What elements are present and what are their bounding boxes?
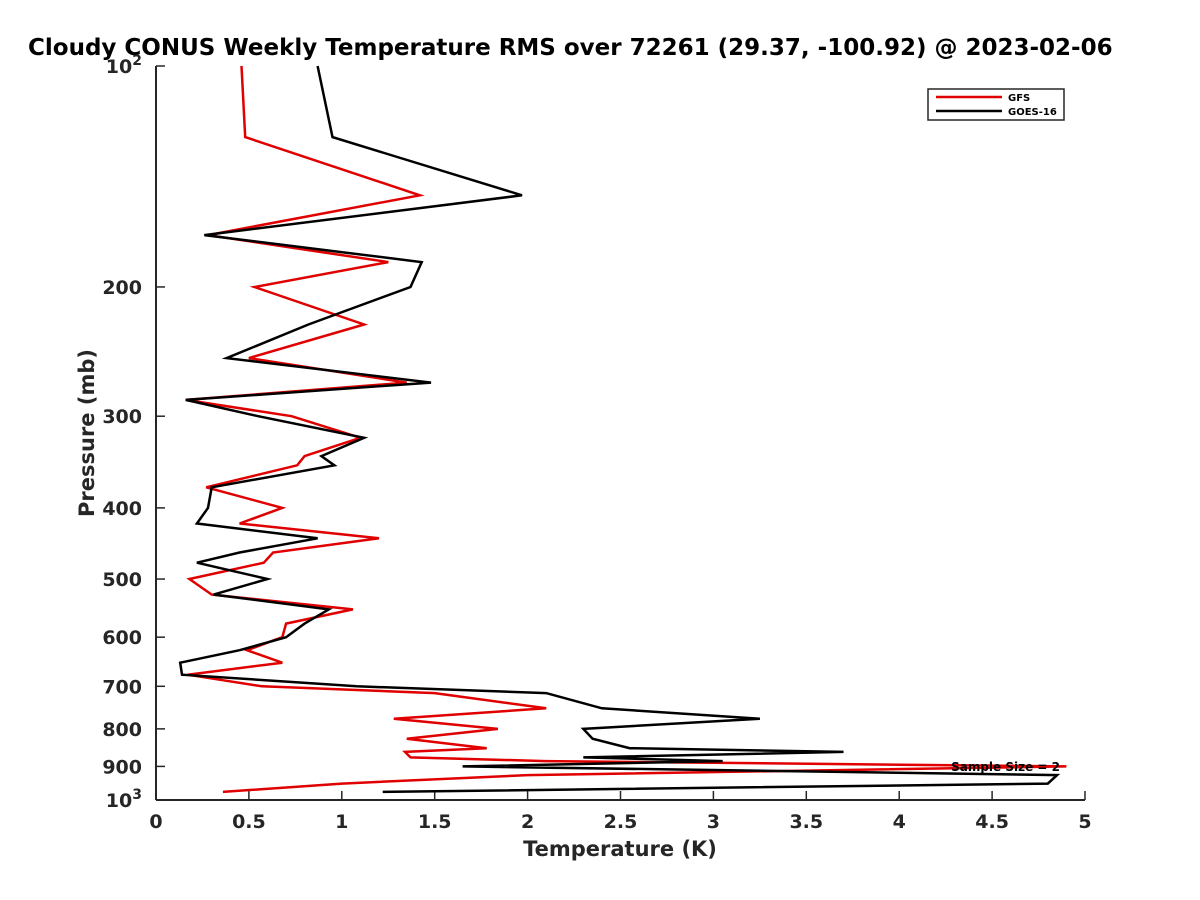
legend-box: [927, 88, 1065, 121]
y-tick-label: 900: [102, 756, 142, 778]
x-axis-label: Temperature (K): [523, 837, 717, 861]
series-lines: [178, 65, 1067, 794]
chart-title: Cloudy CONUS Weekly Temperature RMS over…: [28, 35, 1113, 61]
x-tick-label: 2: [521, 811, 534, 833]
y-tick-label: 300: [102, 406, 142, 428]
y-tick-label: 800: [102, 719, 142, 741]
x-tick-label: 0: [149, 811, 162, 833]
x-tick-label: 5: [1078, 811, 1091, 833]
x-tick-label: 1: [335, 811, 348, 833]
y-tick-label: 200: [102, 277, 142, 299]
series-line-goes16: [178, 65, 1061, 794]
y-tick-label: 400: [102, 498, 142, 520]
axes: 0 0.5 1 1.5 2 2.5 3 3.5 4 4.5 5 200 300 400 500 600 700 8…: [102, 53, 1091, 833]
y-tick-label: 600: [102, 627, 142, 649]
x-tick-label: 0.5: [232, 811, 266, 833]
x-tick-label: 2.5: [604, 811, 638, 833]
legend-label-goes16: GOES-16: [1008, 107, 1057, 118]
series-line-gfs: [185, 65, 1067, 794]
sample-size-annotation: Sample Size = 2: [951, 760, 1060, 774]
x-tick-label: 3: [707, 811, 720, 833]
y-tick-label: 700: [102, 676, 142, 698]
x-tick-label: 4.5: [975, 811, 1009, 833]
y-tick-label-power: 102: [106, 53, 142, 78]
legend-label-gfs: GFS: [1008, 93, 1030, 104]
x-tick-label: 1.5: [418, 811, 452, 833]
x-tick-label: 4: [893, 811, 906, 833]
y-tick-label: 500: [102, 569, 142, 591]
y-axis-label: Pressure (mb): [75, 349, 99, 517]
x-tick-label: 3.5: [789, 811, 823, 833]
legend: GFS GOES-16: [927, 88, 1065, 121]
y-tick-label-power: 103: [106, 787, 142, 812]
